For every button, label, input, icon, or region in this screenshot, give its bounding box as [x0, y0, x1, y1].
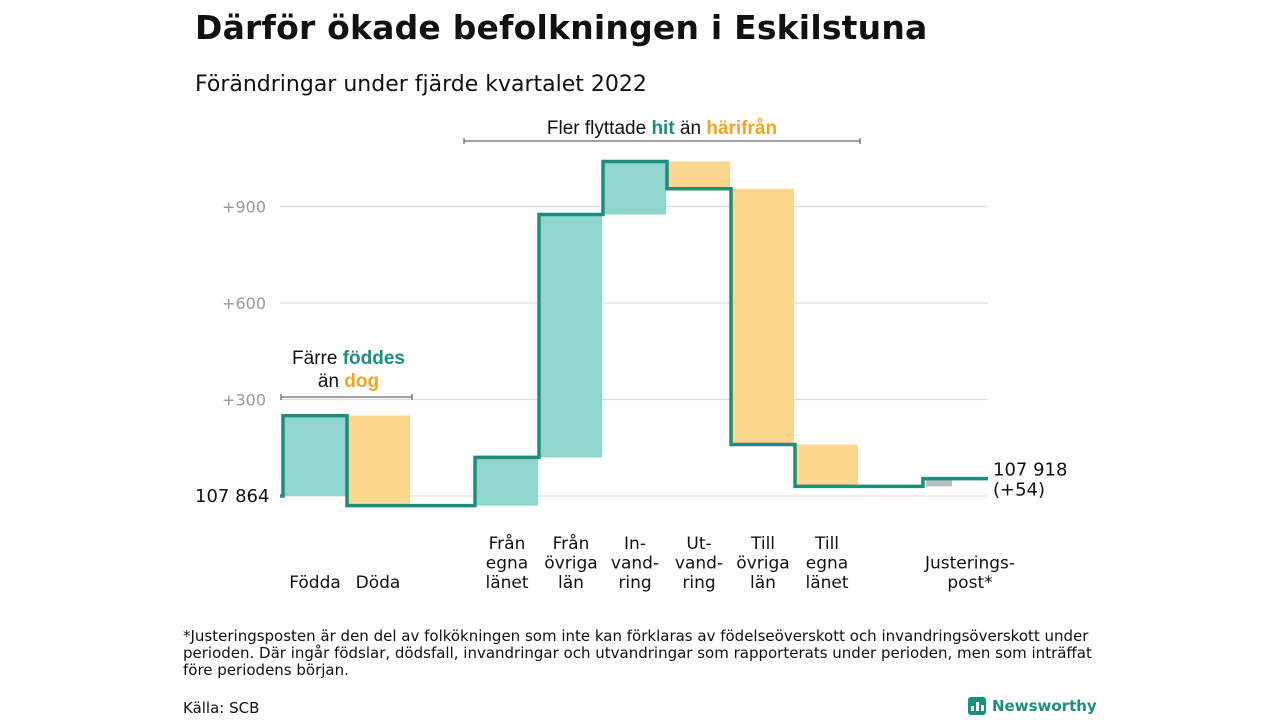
end-value-label: 107 918 [993, 460, 1067, 481]
category-label: övriga [544, 554, 597, 574]
annotation-bracket [280, 394, 413, 400]
annotation-segment: hit [651, 118, 675, 139]
category-label: Från [489, 533, 526, 554]
category-label: vand- [675, 554, 723, 574]
category-label: ring [682, 573, 715, 593]
y-tick-label: +900 [222, 198, 266, 217]
waterfall-bar [667, 161, 730, 189]
category-label: Till [814, 534, 839, 554]
bar-chart-icon [968, 697, 986, 715]
chart-subtitle: Förändringar under fjärde kvartalet 2022 [195, 72, 647, 97]
category-label: Från [553, 533, 590, 554]
annotation-segment: än [318, 371, 344, 392]
annotation-births-deaths: än dog [318, 371, 379, 392]
category-label: länet [805, 573, 848, 593]
annotation-segment: härifrån [706, 118, 777, 139]
annotation-segment: Färre [292, 348, 343, 369]
chart-title: Därför ökade befolkningen i Eskilstuna [195, 8, 928, 47]
annotation-segment: dog [344, 371, 379, 392]
category-label: Justerings- [924, 554, 1015, 574]
category-label: län [558, 573, 584, 593]
footnote: *Justeringsposten är den del av folkökni… [183, 627, 1092, 679]
waterfall-bar [347, 415, 410, 506]
category-label: Ut- [686, 534, 711, 554]
waterfall-bar [539, 214, 602, 458]
annotation-bracket [463, 138, 861, 144]
start-value-label: 107 864 [195, 486, 269, 507]
annotation-segment: Fler flyttade [547, 118, 652, 139]
adjustment-bar [926, 478, 952, 487]
source-label: Källa: SCB [183, 699, 260, 717]
annotation-segment: föddes [343, 348, 405, 369]
end-value-label: (+54) [993, 480, 1045, 501]
category-label: Till [750, 534, 775, 554]
category-label: post* [947, 573, 992, 593]
waterfall-bar [283, 415, 346, 496]
category-label: egna [806, 554, 848, 574]
category-label: Födda [289, 573, 341, 593]
y-tick-label: +600 [222, 294, 266, 313]
waterfall-bar [603, 161, 666, 215]
category-label: In- [624, 534, 646, 554]
category-label: vand- [611, 554, 659, 574]
category-label: övriga [736, 554, 789, 574]
y-tick-label: +300 [222, 391, 266, 410]
waterfall-bar [475, 457, 538, 506]
brand-name: Newsworthy [992, 697, 1097, 715]
category-label: län [750, 573, 776, 593]
annotation-segment: än [675, 118, 707, 139]
category-label: Döda [356, 573, 401, 593]
waterfall-chart: +300 +600 +900 107 864 107 918(+54) Födda Döda… [195, 118, 1067, 593]
annotation-migration: Fler flyttade hit än härifrån [547, 118, 777, 139]
category-label: ring [618, 573, 651, 593]
cumulative-line [280, 159, 988, 508]
category-label: egna [486, 554, 528, 574]
waterfall-bar [795, 444, 858, 487]
waterfall-bar [731, 188, 794, 445]
category-label: länet [485, 573, 528, 593]
brand-logo: Newsworthy [968, 697, 1097, 715]
annotation-births-deaths: Färre föddes [292, 348, 405, 369]
